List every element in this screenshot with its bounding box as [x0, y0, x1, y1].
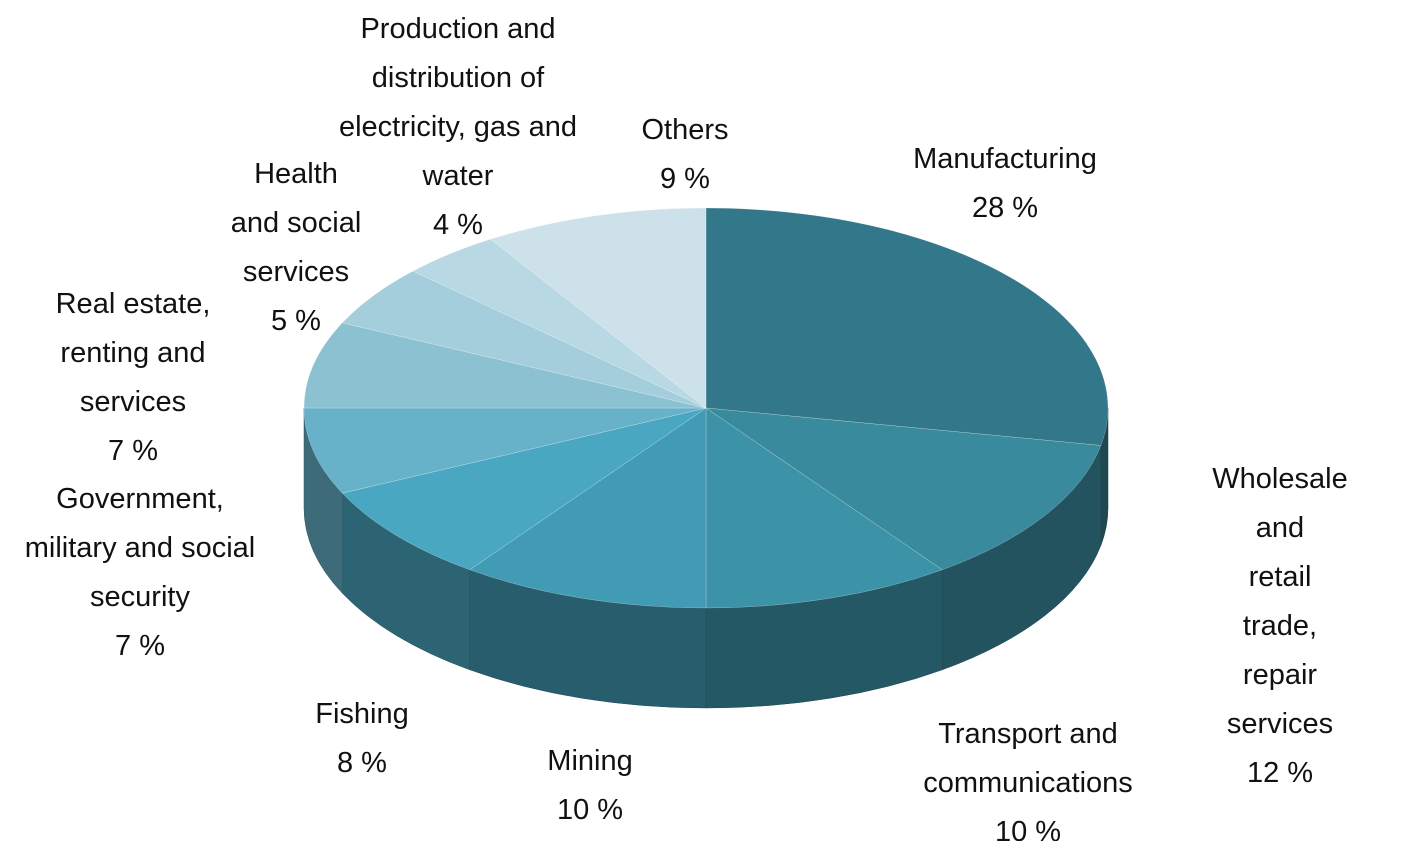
pie-tops [303, 207, 1109, 609]
pie-slice [705, 207, 1109, 446]
value-label: 9 % [660, 163, 710, 195]
value-label: 7 % [115, 630, 165, 662]
category-label: Health and social services [230, 158, 362, 288]
slice-label: Transport and communications 10 % [923, 710, 1133, 841]
value-label: 12 % [1246, 757, 1314, 789]
pie-slice [705, 407, 1102, 571]
slice-label: Real estate, renting and services 7 % [56, 280, 211, 476]
category-label: Transport and communications [923, 718, 1133, 799]
slice-label: Government, military and social security… [25, 475, 255, 671]
category-label: Wholesale and retail trade, repair servi… [1212, 463, 1348, 740]
pie-slice [303, 322, 707, 409]
slice-label: Manufacturing 28 % [913, 135, 1097, 233]
category-label: Real estate, renting and services [55, 288, 211, 418]
category-label: Others [641, 114, 729, 146]
slice-label: Health and social services 5 % [231, 150, 362, 346]
value-label: 8 % [337, 747, 387, 779]
value-label: 4 % [433, 209, 483, 241]
slice-label: Production and distribution of electrici… [339, 5, 577, 250]
category-label: Government, military and social security [24, 483, 256, 613]
pie-slice [490, 207, 707, 409]
pie-slice [303, 407, 707, 494]
category-label: Fishing [315, 698, 409, 730]
slice-label: Mining 10 % [547, 737, 632, 835]
value-label: 7 % [108, 435, 158, 467]
category-label: Mining [547, 745, 633, 777]
pie-slice [341, 407, 707, 571]
slice-label: Wholesale and retail trade, repair servi… [1208, 455, 1352, 798]
value-label: 28 % [971, 192, 1039, 224]
pie-slice [469, 407, 707, 609]
category-label: Production and distribution of electrici… [338, 13, 578, 192]
value-label: 10 % [556, 794, 624, 826]
value-label: 10 % [994, 816, 1062, 841]
slice-label: Others 9 % [641, 106, 728, 204]
value-label: 5 % [271, 305, 321, 337]
category-label: Manufacturing [913, 143, 1097, 175]
slice-label: Fishing 8 % [315, 690, 409, 788]
pie-slice [705, 407, 943, 609]
